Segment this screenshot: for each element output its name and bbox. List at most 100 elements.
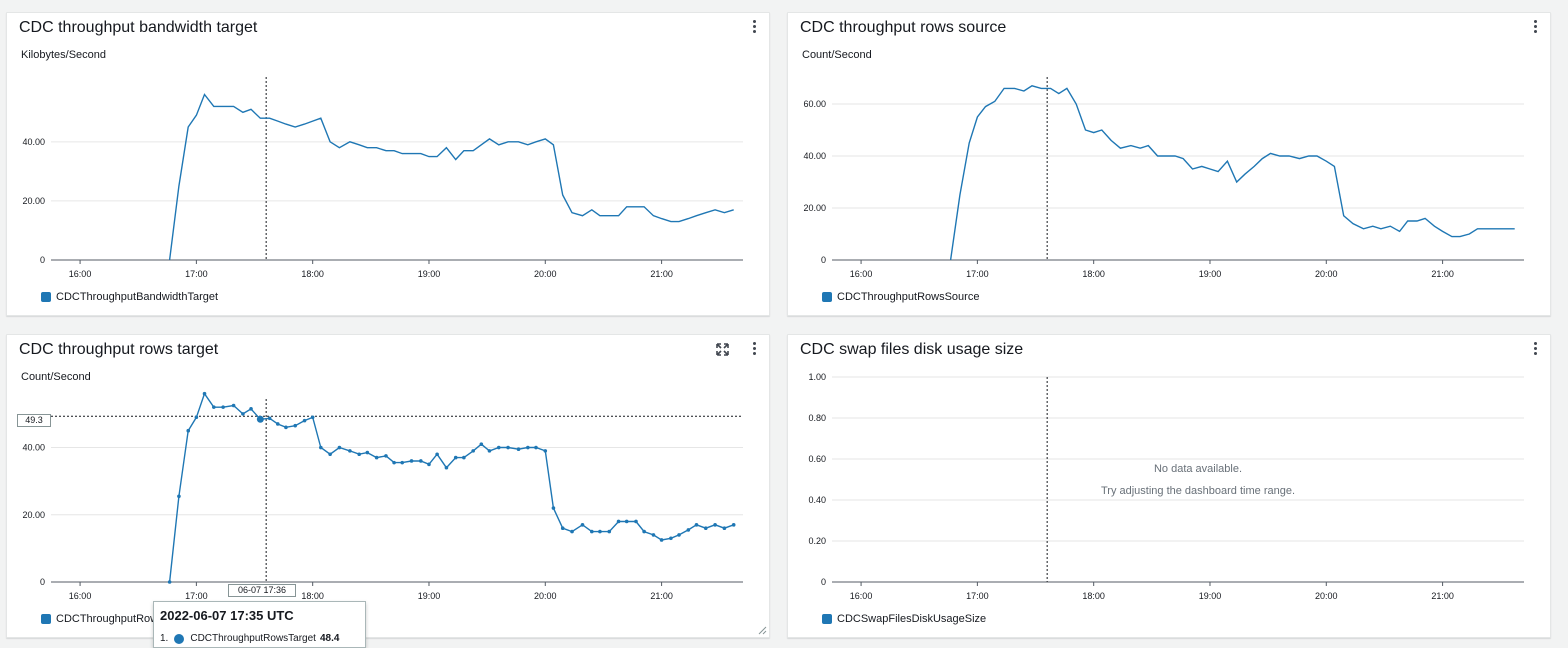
line-chart[interactable]: 0 20.00 40.00 16:00 17:00 18:00 19:00 20:00 21:0…	[7, 13, 771, 293]
x-tick-label: 21:00	[1431, 269, 1454, 279]
y-tick-label: 40.00	[803, 151, 826, 161]
data-point	[722, 526, 727, 531]
data-point	[212, 405, 216, 409]
widget-cdc-throughput-rows-source: CDC throughput rows source Count/Second …	[787, 12, 1551, 316]
data-point	[731, 523, 736, 527]
legend-swatch	[822, 614, 832, 624]
data-point	[384, 454, 388, 458]
data-point	[348, 449, 352, 453]
widget-cdc-throughput-rows-target: CDC throughput rows target Count/Second …	[6, 334, 770, 638]
data-point	[560, 526, 565, 531]
data-point	[409, 459, 414, 463]
legend-swatch	[41, 292, 51, 302]
series-line	[168, 93, 734, 261]
data-point	[462, 455, 466, 460]
data-point	[392, 460, 396, 465]
x-tick-label: 18:00	[301, 591, 324, 601]
widget-cdc-throughput-bandwidth-target: CDC throughput bandwidth target Kilobyte…	[6, 12, 770, 316]
data-point	[526, 445, 530, 450]
series-line	[949, 85, 1515, 261]
y-tick-label: 0.20	[808, 536, 826, 546]
data-point	[487, 449, 492, 453]
data-point	[551, 506, 556, 510]
x-tick-label: 20:00	[534, 269, 557, 279]
tooltip-timestamp: 2022-06-07 17:35 UTC	[160, 608, 294, 623]
x-tick-label: 19:00	[1199, 591, 1222, 601]
data-point	[516, 447, 521, 451]
x-tick-label: 20:00	[534, 591, 557, 601]
data-point	[642, 529, 646, 534]
widget-actions-menu-icon[interactable]	[1532, 18, 1540, 34]
x-tick-label: 20:00	[1315, 591, 1338, 601]
legend-item[interactable]: CDCThroughputRow	[41, 613, 158, 625]
data-point	[186, 428, 191, 433]
x-tick-label: 16:00	[850, 591, 873, 601]
data-point	[167, 580, 172, 584]
widget-actions-menu-icon[interactable]	[751, 18, 759, 34]
x-tick-label: 16:00	[850, 269, 873, 279]
legend-swatch	[41, 614, 51, 624]
line-chart[interactable]: 0 20.00 40.00 60.00 16:00 17:00 18:00 19:00 20:0…	[788, 13, 1552, 293]
data-point	[365, 450, 370, 455]
data-point	[427, 462, 431, 467]
x-tick-label: 17:00	[185, 591, 208, 601]
data-point	[677, 533, 681, 537]
y-tick-label: 0	[821, 255, 826, 265]
data-point	[713, 523, 717, 527]
hover-x-time-label: 06-07 17:36	[228, 584, 296, 597]
legend-item[interactable]: CDCThroughputBandwidthTarget	[41, 291, 218, 303]
hover-y-value-label: 49.3	[17, 414, 51, 427]
data-point	[634, 519, 638, 524]
legend-item[interactable]: CDCThroughputRowsSource	[822, 291, 979, 303]
data-point	[435, 452, 439, 457]
data-point	[453, 455, 458, 460]
data-point	[310, 415, 315, 420]
data-point	[374, 455, 379, 460]
y-tick-label: 1.00	[808, 372, 826, 382]
no-data-hint: Try adjusting the dashboard time range.	[1100, 485, 1296, 497]
widget-actions-menu-icon[interactable]	[751, 340, 759, 356]
x-tick-label: 18:00	[1082, 591, 1105, 601]
x-tick-label: 21:00	[650, 591, 673, 601]
y-tick-label: 0	[40, 255, 45, 265]
line-chart[interactable]: 0 20.00 40.00 16:00 17:00 18:00 19:00 20:00 21:0…	[7, 335, 771, 615]
y-axis-unit: Count/Second	[802, 49, 872, 61]
data-point	[202, 391, 207, 396]
legend-swatch	[822, 292, 832, 302]
x-tick-label: 16:00	[69, 591, 92, 601]
data-point	[194, 415, 199, 420]
legend-item[interactable]: CDCSwapFilesDiskUsageSize	[822, 613, 986, 625]
y-tick-label: 0	[40, 577, 45, 587]
expand-icon[interactable]	[716, 343, 729, 356]
resize-handle-icon[interactable]	[758, 626, 767, 635]
y-axis-unit: Count/Second	[21, 371, 91, 383]
widget-cdc-swap-files-disk-usage-size: CDC swap files disk usage size 0 0.20 0.40…	[787, 334, 1551, 638]
tooltip-index: 1.	[160, 633, 169, 644]
legend-label: CDCSwapFilesDiskUsageSize	[837, 613, 987, 625]
hovered-data-point	[256, 415, 264, 423]
tooltip-series-row: 1. CDCThroughputRowsTarget 48.4	[160, 633, 339, 644]
x-tick-label: 18:00	[1082, 269, 1105, 279]
y-tick-label: 0	[821, 577, 826, 587]
widget-title: CDC throughput bandwidth target	[19, 19, 258, 36]
legend-label: CDCThroughputRowsSource	[837, 291, 980, 303]
data-point	[267, 416, 272, 421]
data-point	[302, 418, 307, 423]
data-point	[241, 412, 245, 416]
y-tick-label: 60.00	[803, 99, 826, 109]
chart-tooltip: 2022-06-07 17:35 UTC 1. CDCThroughputRow…	[153, 601, 366, 648]
widget-actions-menu-icon[interactable]	[1532, 340, 1540, 356]
data-point	[703, 526, 708, 531]
x-tick-label: 17:00	[966, 591, 989, 601]
series-line	[168, 392, 734, 583]
data-point	[419, 459, 423, 463]
data-point	[337, 445, 342, 450]
y-tick-label: 20.00	[803, 203, 826, 213]
data-point	[669, 536, 673, 541]
tooltip-series-name: CDCThroughputRowsTarget	[190, 633, 316, 644]
line-chart[interactable]: 0 0.20 0.40 0.60 0.80 1.00 16:00 17:00 18:00 19:0…	[788, 335, 1552, 615]
data-point	[580, 523, 585, 527]
legend-label: CDCThroughputRow	[56, 613, 159, 625]
data-point	[177, 494, 181, 499]
data-point	[506, 445, 510, 450]
